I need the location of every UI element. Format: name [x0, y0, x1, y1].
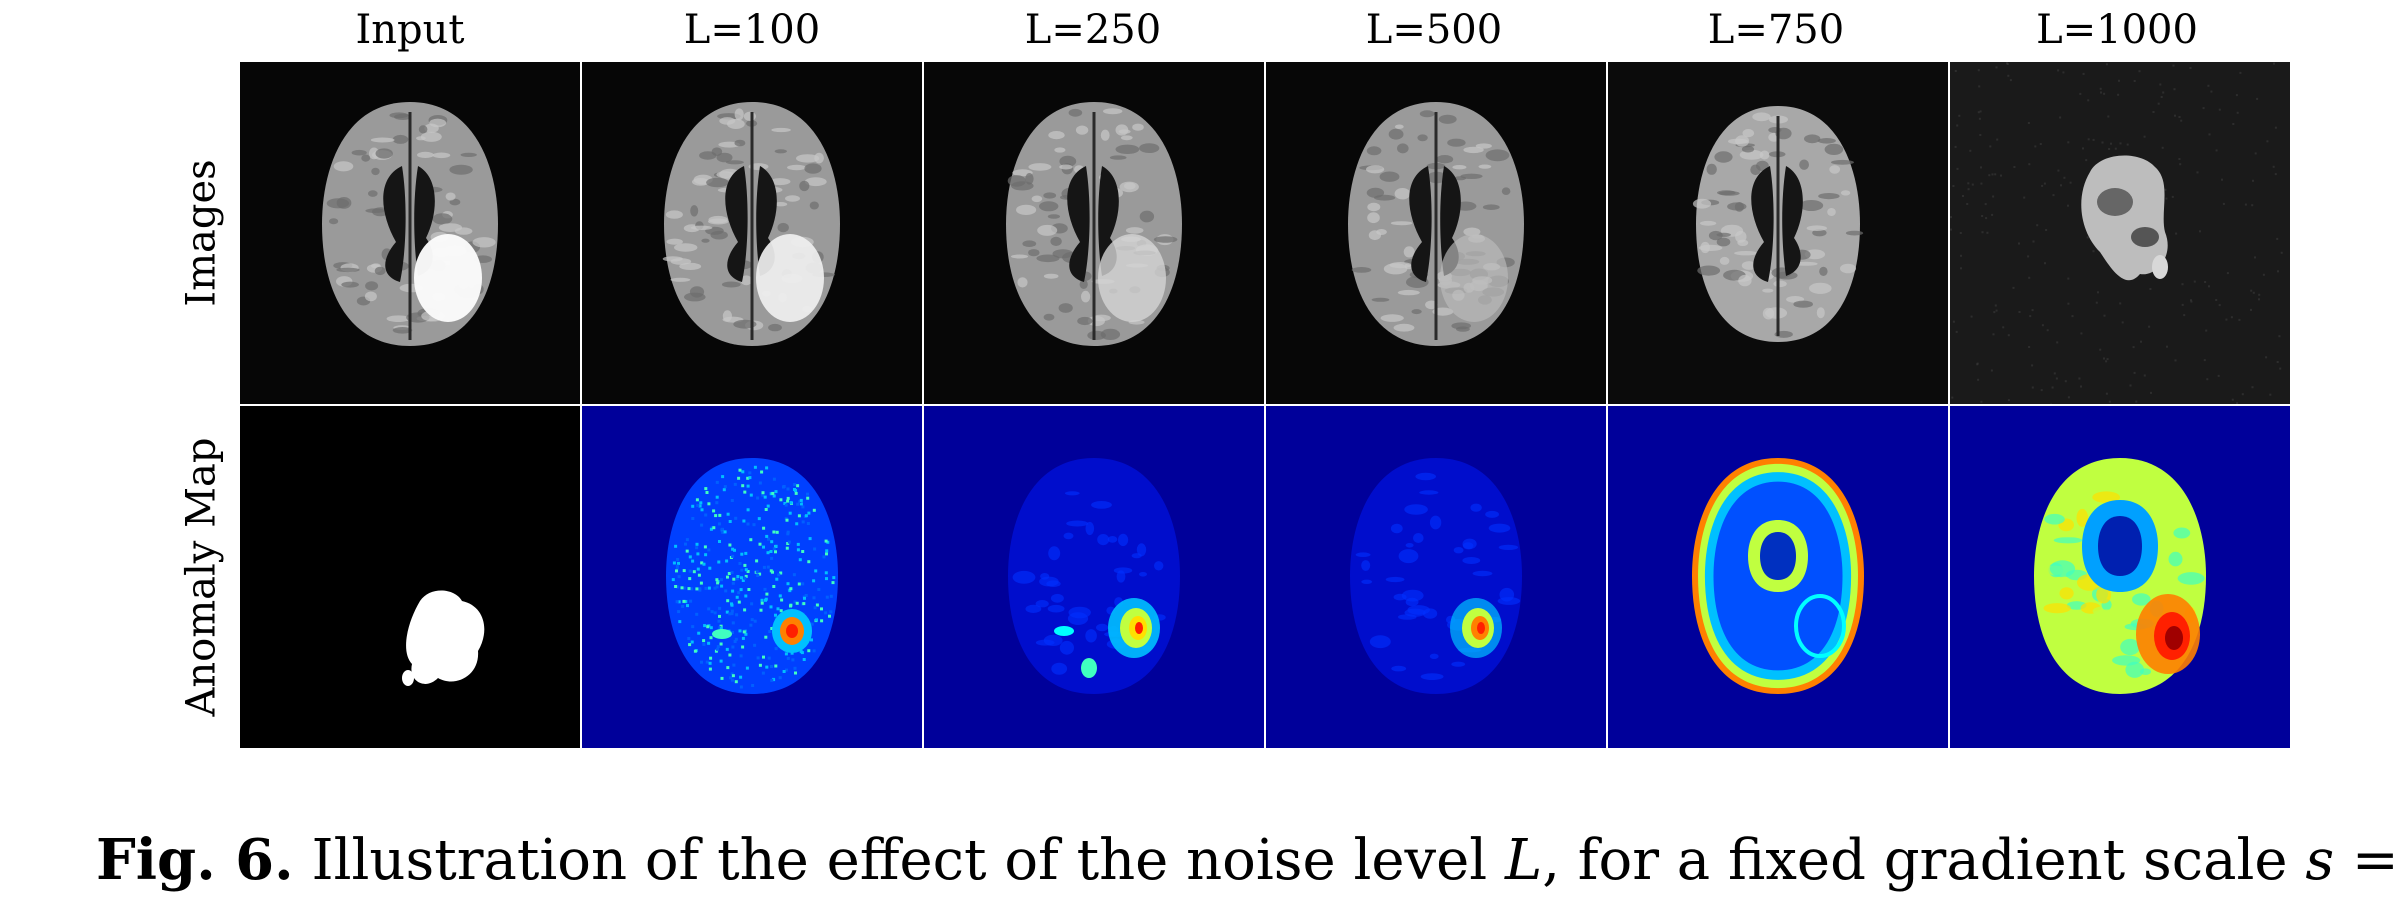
col-header-l100: L=100: [683, 7, 821, 53]
col-header-l500: L=500: [1365, 7, 1503, 53]
brain-icon: [1006, 102, 1182, 346]
panel-anomaly-map-1: [582, 406, 922, 748]
row-label-images-text: Images: [179, 159, 226, 307]
row-label-anomaly-map: Anomaly Map: [172, 406, 232, 748]
caption-text-after: = 100.: [2351, 828, 2394, 893]
caption-text-middle: , for a fixed gradient scale: [1542, 828, 2306, 893]
brain-fragment-icon: [2081, 155, 2168, 281]
anomaly-map-focal-faint-icon: [1266, 406, 1606, 748]
brain-icon: [1692, 106, 1864, 342]
panel-image-1: [582, 62, 922, 404]
caption-label: Fig. 6.: [96, 827, 294, 893]
caption-text-before: Illustration of the effect of the noise …: [293, 828, 1505, 893]
brain-fragment-noisy-icon: [1950, 62, 2290, 404]
anomaly-map-ring-icon: [1608, 406, 1948, 748]
panel-anomaly-map-3: [1266, 406, 1606, 748]
row-label-anomaly-map-text: Anomaly Map: [179, 437, 225, 717]
panel-anomaly-map-0: [240, 406, 580, 748]
brain-mri-slice-icon: [240, 62, 580, 404]
anomaly-heatmap-icon: [666, 458, 838, 694]
caption-var-s: s: [2305, 828, 2335, 893]
lesion-mask-icon: [406, 590, 485, 684]
col-header-input: Input: [355, 7, 465, 53]
panel-image-5: [1950, 62, 2290, 404]
anomaly-map-diffuse-icon: [1950, 406, 2290, 748]
brain-mri-slice-icon: [582, 62, 922, 404]
anomaly-heatmap-icon: [1692, 458, 1864, 694]
anomaly-map-speckled-icon: [582, 406, 922, 748]
anomaly-heatmap-icon: [1350, 458, 1522, 694]
col-header-l250: L=250: [1024, 7, 1162, 53]
brain-mri-slice-icon: [924, 62, 1264, 404]
anomaly-heatmap-icon: [1008, 458, 1180, 694]
panel-image-3: [1266, 62, 1606, 404]
panel-image-2: [924, 62, 1264, 404]
anomaly-map-focal-icon: [924, 406, 1264, 748]
row-label-images: Images: [172, 62, 232, 404]
panel-anomaly-map-5: [1950, 406, 2290, 748]
panel-image-0: [240, 62, 580, 404]
anomaly-heatmap-icon: [2034, 458, 2206, 694]
ground-truth-mask-icon: [240, 406, 580, 748]
panel-anomaly-map-2: [924, 406, 1264, 748]
brain-icon: [662, 102, 840, 346]
panel-anomaly-map-4: [1608, 406, 1948, 748]
brain-mri-slice-icon: [1266, 62, 1606, 404]
caption-var-l: L: [1505, 828, 1543, 893]
panel-image-4: [1608, 62, 1948, 404]
brain-icon: [1348, 102, 1524, 346]
brain-icon: [322, 102, 498, 346]
brain-mri-slice-smoothed-icon: [1608, 62, 1948, 404]
col-header-l750: L=750: [1707, 7, 1845, 53]
col-header-l1000: L=1000: [2036, 7, 2198, 53]
figure-caption: Fig. 6. Illustration of the effect of th…: [96, 825, 2394, 896]
image-grid: [240, 62, 2290, 748]
